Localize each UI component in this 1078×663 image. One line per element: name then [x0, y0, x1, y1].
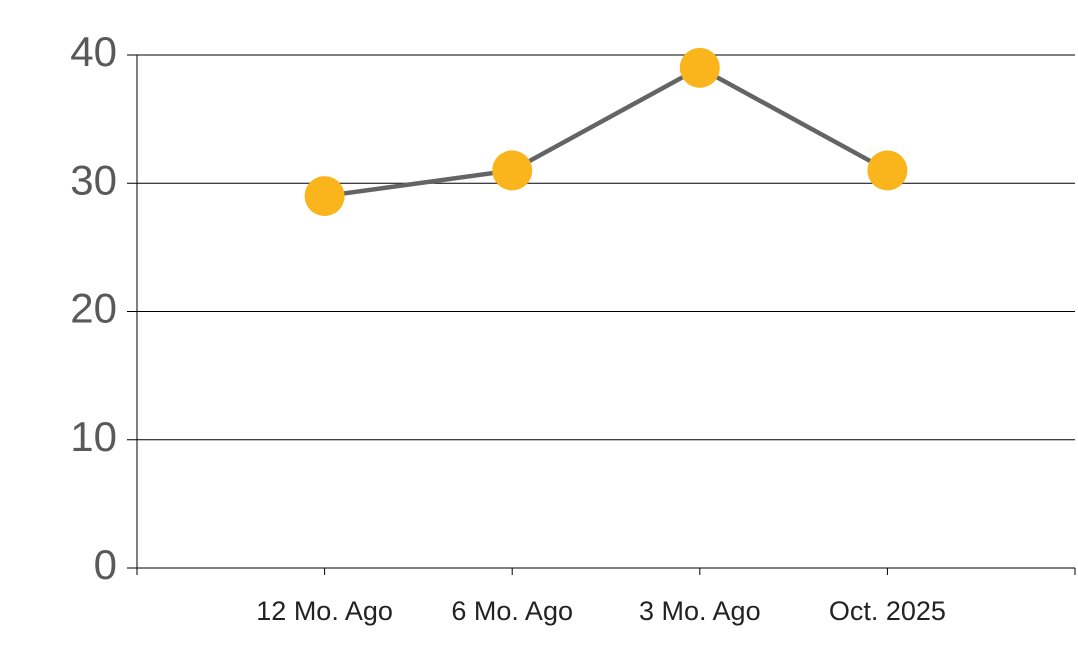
y-tick-label: 10 — [70, 413, 117, 460]
line — [324, 65, 889, 199]
y-tick-label: 0 — [94, 541, 117, 588]
marker — [867, 150, 908, 191]
x-tick-label: Oct. 2025 — [829, 596, 946, 626]
x-tick-label: 12 Mo. Ago — [256, 596, 393, 626]
y-tick-label: 40 — [70, 28, 117, 75]
marker — [304, 176, 345, 217]
y-tick-label: 20 — [70, 285, 117, 332]
marker — [492, 150, 533, 191]
x-tick-label: 6 Mo. Ago — [451, 596, 573, 626]
marker — [679, 47, 720, 88]
x-tick-label: 3 Mo. Ago — [639, 596, 761, 626]
y-tick-label: 30 — [70, 156, 117, 203]
